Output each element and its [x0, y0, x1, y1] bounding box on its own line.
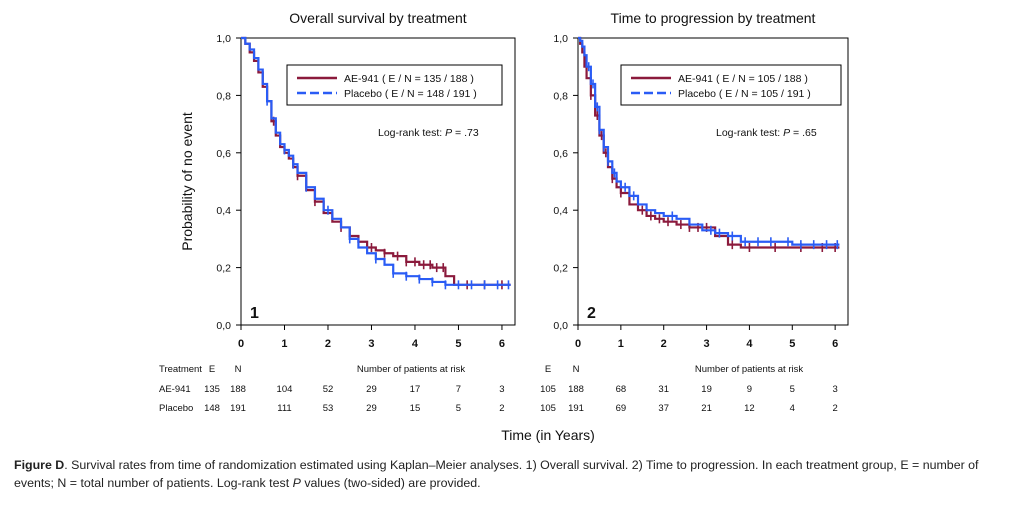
annotation-value: = .65 [790, 127, 817, 139]
risk-cell: 37 [658, 403, 669, 414]
x-tick-label: 6 [832, 338, 838, 350]
risk-cell: 15 [410, 403, 421, 414]
y-tick-label: 1,0 [216, 33, 231, 45]
legend-entry: AE-941 ( E / N = 135 / 188 ) [344, 73, 474, 85]
caption-p-italic: P [292, 476, 301, 490]
x-tick-label: 2 [325, 338, 331, 350]
km-curve-placebo [241, 36, 511, 286]
x-tick-label: 5 [455, 338, 461, 350]
y-tick-label: 0,6 [216, 148, 231, 160]
panel-label: 1 [250, 305, 259, 322]
risk-cell: 2 [499, 403, 504, 414]
panel-overall-survival: Overall survival by treatment 0,0 0,2 0,4 0,… [159, 10, 516, 414]
y-tick-label: 0,0 [216, 320, 231, 332]
risk-cell: 68 [616, 384, 627, 395]
chart-title: Time to progression by treatment [611, 10, 816, 26]
y-tick-label: 0,8 [553, 90, 568, 102]
annotation-prefix: Log-rank test: [378, 127, 445, 139]
risk-row-e: 148 [204, 403, 220, 414]
y-axis-label: Probability of no event [179, 112, 195, 251]
risk-header-n: N [235, 364, 242, 375]
x-tick-label: 5 [789, 338, 795, 350]
x-tick-label: 4 [412, 338, 419, 350]
caption-text-2: values (two-sided) are provided. [300, 476, 481, 490]
risk-cell: 4 [790, 403, 795, 414]
caption-figure-label: Figure D [14, 458, 65, 472]
logrank-annotation: Log-rank test: P = .73 [378, 127, 479, 139]
figure-caption: Figure D. Survival rates from time of ra… [14, 456, 1009, 492]
risk-row-e: 105 [540, 384, 556, 395]
risk-header-title: Number of patients at risk [695, 364, 803, 375]
risk-row-n: 191 [230, 403, 246, 414]
x-axis-label: Time (in Years) [501, 427, 595, 443]
risk-header-treatment: Treatment [159, 364, 202, 375]
legend-box [286, 64, 503, 106]
caption-text-1: . Survival rates from time of randomizat… [14, 458, 979, 490]
risk-cell: 7 [456, 384, 461, 395]
plot-frame [240, 37, 516, 326]
x-tick-label: 1 [618, 338, 624, 350]
y-tick-label: 0,4 [216, 205, 231, 217]
y-tick-label: 0,6 [553, 148, 568, 160]
risk-row-n: 188 [230, 384, 246, 395]
figure-canvas: Overall survival by treatment 0,0 0,2 0,4 0,… [159, 10, 849, 443]
x-tick-label: 4 [746, 338, 753, 350]
legend-entry: Placebo ( E / N = 105 / 191 ) [678, 88, 811, 100]
x-tick-label: 3 [368, 338, 374, 350]
risk-header-e: E [545, 364, 551, 375]
y-tick-label: 0,2 [216, 263, 231, 275]
annotation-value: = .73 [452, 127, 479, 139]
risk-header-e: E [209, 364, 215, 375]
risk-cell: 29 [366, 403, 377, 414]
legend-box [620, 64, 842, 106]
x-tick-label: 0 [238, 338, 244, 350]
risk-cell: 3 [832, 384, 837, 395]
risk-header-n: N [573, 364, 580, 375]
x-tick-label: 1 [281, 338, 287, 350]
risk-row-e: 135 [204, 384, 220, 395]
annotation-prefix: Log-rank test: [716, 127, 783, 139]
risk-row-n: 191 [568, 403, 584, 414]
risk-cell: 21 [701, 403, 712, 414]
annotation-p: P [783, 127, 790, 139]
y-tick-label: 0,4 [553, 205, 568, 217]
risk-cell: 69 [616, 403, 627, 414]
legend-entry: Placebo ( E / N = 148 / 191 ) [344, 88, 477, 100]
risk-row-label: Placebo [159, 403, 193, 414]
x-tick-label: 6 [499, 338, 505, 350]
y-tick-label: 1,0 [553, 33, 568, 45]
risk-row-n: 188 [568, 384, 584, 395]
risk-cell: 19 [701, 384, 712, 395]
y-tick-label: 0,2 [553, 263, 568, 275]
y-tick-label: 0,0 [553, 320, 568, 332]
risk-cell: 12 [744, 403, 755, 414]
panel-time-to-progression: Time to progression by treatment 0,0 0,2 0,… [540, 10, 849, 414]
y-tick-label: 0,8 [216, 90, 231, 102]
logrank-annotation: Log-rank test: P = .65 [716, 127, 817, 139]
annotation-p: P [445, 127, 452, 139]
x-tick-label: 3 [704, 338, 710, 350]
risk-cell: 9 [747, 384, 752, 395]
plot-frame [577, 37, 849, 326]
risk-cell: 31 [658, 384, 669, 395]
risk-cell: 111 [277, 403, 291, 414]
risk-cell: 29 [366, 384, 377, 395]
risk-cell: 104 [277, 384, 293, 395]
risk-cell: 17 [410, 384, 421, 395]
x-tick-label: 0 [575, 338, 581, 350]
risk-header-title: Number of patients at risk [357, 364, 465, 375]
chart-title: Overall survival by treatment [289, 10, 467, 26]
panel-label: 2 [587, 305, 596, 322]
risk-cell: 2 [832, 403, 837, 414]
risk-cell: 5 [456, 403, 461, 414]
risk-row-label: AE-941 [159, 384, 191, 395]
risk-cell: 5 [790, 384, 795, 395]
risk-row-e: 105 [540, 403, 556, 414]
legend-entry: AE-941 ( E / N = 105 / 188 ) [678, 73, 808, 85]
x-tick-label: 2 [661, 338, 667, 350]
risk-cell: 52 [323, 384, 334, 395]
risk-cell: 3 [499, 384, 504, 395]
risk-cell: 53 [323, 403, 334, 414]
